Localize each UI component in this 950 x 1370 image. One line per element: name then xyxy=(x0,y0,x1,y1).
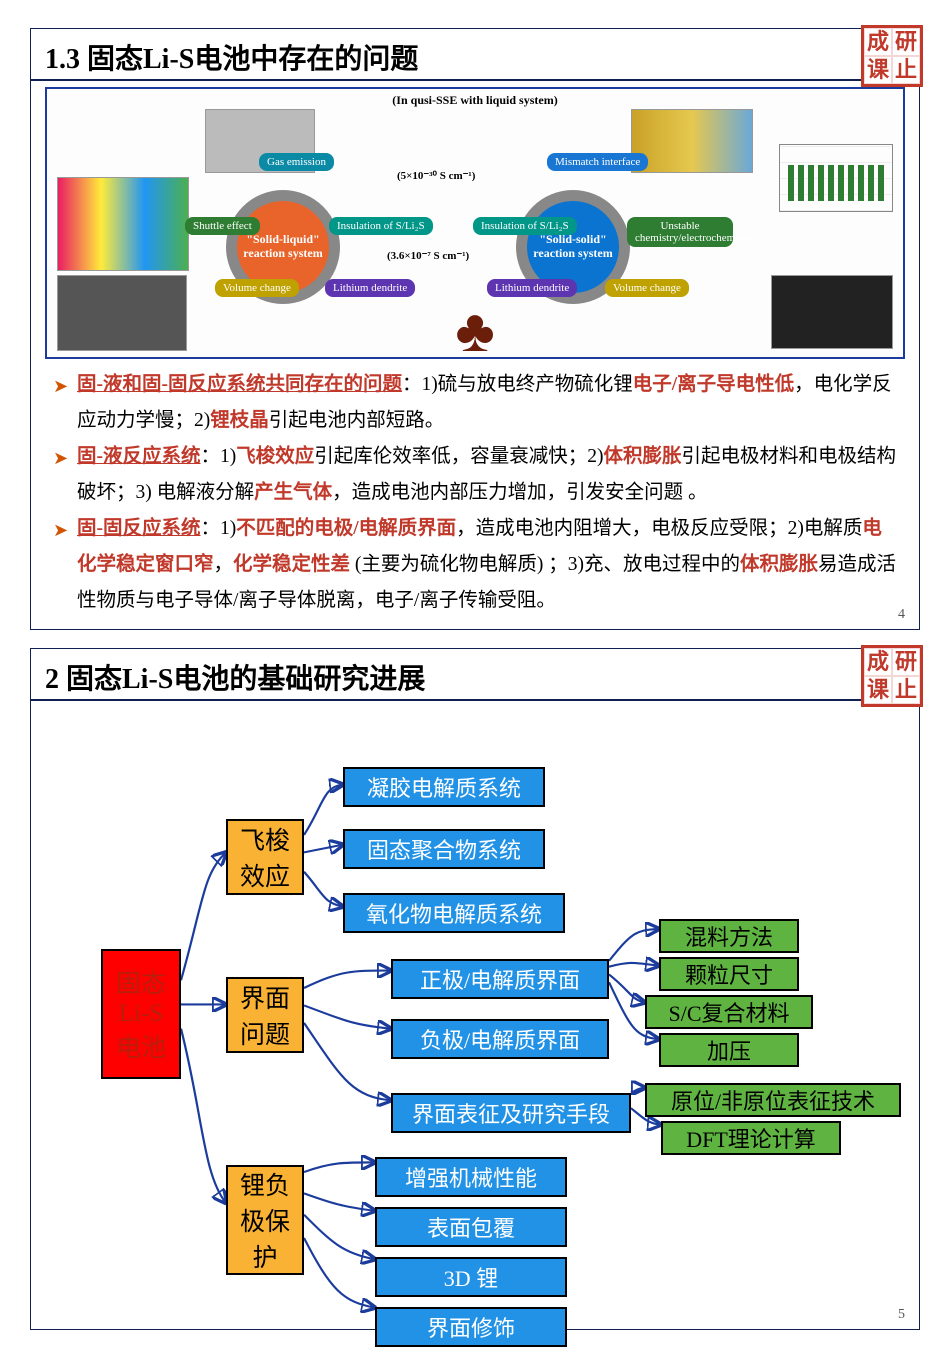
node-label: 负极/电解质界面 xyxy=(420,1023,580,1055)
figure-top-caption: (In qusi-SSE with liquid system) xyxy=(392,93,557,108)
node-label: 混料方法 xyxy=(685,920,773,952)
node-label: 界面表征及研究手段 xyxy=(412,1097,610,1129)
chip-unstable: Unstable chemistry/electrochemistry xyxy=(627,217,733,247)
dendrite-tree-icon: ♣ xyxy=(455,313,494,349)
bullet-text: 引起库伦效率低，容量衰减快；2) xyxy=(314,446,603,467)
chip-dendrite-r: Lithium dendrite xyxy=(487,279,577,297)
bullet-text: 引起电池内部短路。 xyxy=(269,410,445,431)
chevron-icon: ➤ xyxy=(53,442,68,475)
node-mix: 混料方法 xyxy=(659,919,799,953)
slide-1-bullets: ➤ 固-液和固-固反应系统共同存在的问题：1)硫与放电终产物硫化锂电子/离子导电性… xyxy=(31,363,919,629)
node-label: DFT理论计算 xyxy=(686,1122,816,1154)
chip-gas: Gas emission xyxy=(259,153,334,171)
slide-1: 成 研 课 止 1.3 固态Li-S电池中存在的问题 (In qusi-SSE … xyxy=(30,28,920,630)
bullet-text: ， xyxy=(214,554,234,575)
chip-insul-left: Insulation of S/Li₂S xyxy=(329,217,433,235)
page: 成 研 课 止 1.3 固态Li-S电池中存在的问题 (In qusi-SSE … xyxy=(0,0,950,1370)
interface-schematic-icon xyxy=(631,109,753,173)
slide-1-title-bar: 1.3 固态Li-S电池中存在的问题 xyxy=(31,29,919,79)
node-label: 界面问题 xyxy=(240,979,290,1051)
node-lianode: 锂负极保护 xyxy=(226,1165,304,1275)
node-poly: 固态聚合物系统 xyxy=(343,829,545,869)
bullet-highlight: 化学稳定性差 xyxy=(233,554,350,575)
chevron-icon: ➤ xyxy=(53,514,68,547)
bullet-highlight: 体积膨胀 xyxy=(604,446,682,467)
node-insitu: 原位/非原位表征技术 xyxy=(645,1083,901,1117)
slide-2-title-rule xyxy=(31,699,919,701)
bullet-text: ，造成电池内阻增大，电极反应受限；2)电解质 xyxy=(456,518,862,539)
bullet-item: ➤固-液反应系统：1)飞梭效应引起库伦效率低，容量衰减快；2)体积膨胀引起电极材… xyxy=(53,439,901,511)
bullet-text: (主要为硫化物电解质) ；3)充、放电过程中的 xyxy=(350,554,740,575)
node-mech: 增强机械性能 xyxy=(375,1157,567,1197)
node-mod: 界面修饰 xyxy=(375,1307,567,1347)
chip-mismatch: Mismatch interface xyxy=(547,153,648,171)
bullet-highlight: 体积膨胀 xyxy=(740,554,818,575)
node-label: 氧化物电解质系统 xyxy=(366,897,542,929)
node-dft: DFT理论计算 xyxy=(661,1121,841,1155)
bullet-text: ：1)硫与放电终产物硫化锂 xyxy=(402,374,633,395)
node-press: 加压 xyxy=(659,1033,799,1067)
node-label: 原位/非原位表征技术 xyxy=(671,1084,875,1116)
node-label: 锂负极保护 xyxy=(240,1166,290,1274)
node-label: 颗粒尺寸 xyxy=(685,958,773,990)
bullet-highlight: 飞梭效应 xyxy=(236,446,314,467)
node-label: 固态Li-S电池 xyxy=(116,964,166,1064)
chevron-icon: ➤ xyxy=(53,370,68,403)
node-shut: 飞梭效应 xyxy=(226,819,304,895)
bullet-head: 固-液和固-固反应系统共同存在的问题 xyxy=(77,374,402,395)
node-cath: 正极/电解质界面 xyxy=(391,959,609,999)
bullet-text: ：1) xyxy=(201,446,237,467)
node-gel: 凝胶电解质系统 xyxy=(343,767,545,807)
bullet-highlight: 产生气体 xyxy=(254,482,332,503)
slide-2: 成 研 课 止 2 固态Li-S电池的基础研究进展 xyxy=(30,648,920,1330)
bar-chart-icon xyxy=(779,144,893,212)
chip-volchange-l: Volume change xyxy=(215,279,299,297)
chip-dendrite-l: Lithium dendrite xyxy=(325,279,415,297)
bullet-highlight: 锂枝晶 xyxy=(210,410,269,431)
bullet-highlight: 不匹配的电极/电解质界面 xyxy=(236,518,456,539)
bullet-head: 固-固反应系统 xyxy=(77,518,201,539)
node-label: S/C复合材料 xyxy=(668,996,789,1028)
chip-shuttle: Shuttle effect xyxy=(185,217,260,235)
node-oxide: 氧化物电解质系统 xyxy=(343,893,565,933)
node-char: 界面表征及研究手段 xyxy=(391,1093,631,1133)
node-label: 凝胶电解质系统 xyxy=(367,771,521,803)
conductivity-bottom: (3.6×10⁻⁷ S cm⁻¹) xyxy=(387,249,469,262)
slide-2-page-number: 5 xyxy=(898,1307,905,1323)
bullet-text: ：1) xyxy=(201,518,237,539)
slide-1-figure: (In qusi-SSE with liquid system) "Solid-… xyxy=(45,87,905,359)
node-grain: 颗粒尺寸 xyxy=(659,957,799,991)
slide-2-title: 2 固态Li-S电池的基础研究进展 xyxy=(45,657,425,697)
schematic-cell-icon xyxy=(57,177,189,271)
atoms-schematic-icon xyxy=(771,275,893,349)
node-label: 正极/电解质界面 xyxy=(420,963,580,995)
bullet-text: ，造成电池内部压力增加，引发安全问题 。 xyxy=(332,482,707,503)
bullet-head: 固-液反应系统 xyxy=(77,446,201,467)
node-label: 固态聚合物系统 xyxy=(367,833,521,865)
conductivity-top: (5×10⁻³⁰ S cm⁻¹) xyxy=(397,169,475,182)
slide-1-title-rule xyxy=(31,79,919,81)
sem-image-icon xyxy=(57,275,187,351)
bullet-item: ➤ 固-液和固-固反应系统共同存在的问题：1)硫与放电终产物硫化锂电子/离子导电性… xyxy=(53,367,901,439)
bullet-highlight: 电子/离子导电性低 xyxy=(633,374,794,395)
node-label: 增强机械性能 xyxy=(405,1161,537,1193)
chip-volchange-r: Volume change xyxy=(605,279,689,297)
node-iface: 界面问题 xyxy=(226,977,304,1053)
bullet-item: ➤ 固-固反应系统：1)不匹配的电极/电解质界面，造成电池内阻增大，电极反应受限；… xyxy=(53,511,901,619)
node-label: 3D 锂 xyxy=(444,1261,498,1293)
slide-1-title: 1.3 固态Li-S电池中存在的问题 xyxy=(45,37,418,77)
node-root: 固态Li-S电池 xyxy=(101,949,181,1079)
node-sc: S/C复合材料 xyxy=(645,995,813,1029)
node-li3d: 3D 锂 xyxy=(375,1257,567,1297)
node-anode: 负极/电解质界面 xyxy=(391,1019,609,1059)
node-label: 表面包覆 xyxy=(427,1211,515,1243)
node-coat: 表面包覆 xyxy=(375,1207,567,1247)
chip-insul-right: Insulation of S/Li₂S xyxy=(473,217,577,235)
node-label: 界面修饰 xyxy=(427,1311,515,1343)
slide-1-page-number: 4 xyxy=(898,607,905,623)
node-label: 飞梭效应 xyxy=(240,821,290,893)
slide-2-title-bar: 2 固态Li-S电池的基础研究进展 xyxy=(31,649,919,699)
slide-2-diagram: 固态Li-S电池 飞梭效应界面问题锂负极保护 凝胶电解质系统固态聚合物系统氧化物电解… xyxy=(31,709,919,1329)
node-label: 加压 xyxy=(707,1034,751,1066)
